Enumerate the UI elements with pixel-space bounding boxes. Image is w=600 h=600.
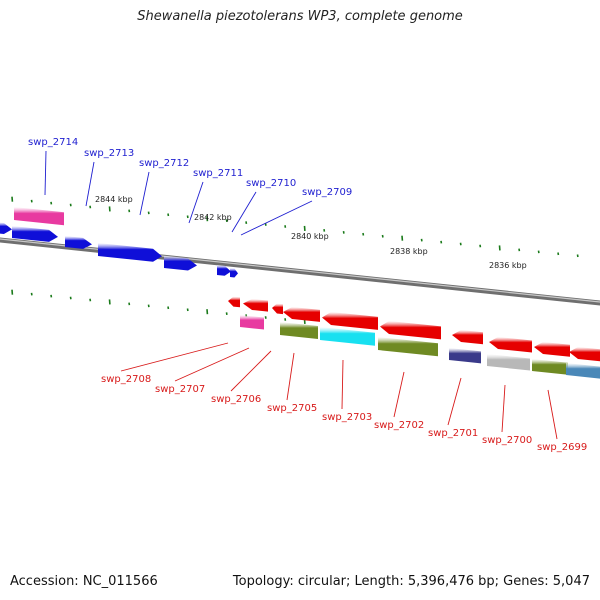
reverse-gene-arrow[interactable] bbox=[534, 341, 570, 357]
accession-text: Accession: NC_011566 bbox=[10, 574, 158, 589]
cog-category-bar[interactable] bbox=[487, 354, 530, 371]
reverse-gene-arrow[interactable] bbox=[283, 306, 320, 322]
reverse-gene-arrow[interactable] bbox=[489, 336, 532, 353]
reverse-gene-label[interactable]: swp_2706 bbox=[211, 394, 261, 405]
coordinate-label: 2844 kbp bbox=[95, 195, 133, 204]
forward-strand-track bbox=[0, 222, 238, 278]
reverse-gene-arrow[interactable] bbox=[380, 320, 441, 340]
cog-category-bar[interactable] bbox=[566, 363, 600, 379]
forward-gene-label[interactable]: swp_2711 bbox=[193, 168, 243, 179]
reverse-gene-arrow[interactable] bbox=[272, 303, 283, 315]
reverse-gene-label[interactable]: swp_2705 bbox=[267, 403, 317, 414]
label-leader-line bbox=[341, 359, 344, 410]
forward-gene-labels: swp_2714 swp_2713 swp_2712 swp_2711swp_2710… bbox=[28, 137, 352, 236]
reverse-gene-arrow[interactable] bbox=[228, 296, 240, 308]
reverse-gene-arrow[interactable] bbox=[243, 298, 268, 312]
forward-gene-label[interactable]: swp_2712 bbox=[139, 158, 189, 169]
reverse-gene-label[interactable]: swp_2708 bbox=[101, 374, 151, 385]
coordinate-labels: 2844 kbp 2842 kbp 2840 kbp 2838 kbp 2836 kbp bbox=[95, 195, 527, 270]
coordinate-label: 2840 kbp bbox=[291, 232, 329, 241]
forward-gene-arrow[interactable] bbox=[230, 268, 238, 278]
genome-summary-text: Topology: circular; Length: 5,396,476 bp… bbox=[232, 574, 590, 589]
reverse-gene-label[interactable]: swp_2699 bbox=[537, 442, 587, 453]
reverse-gene-labels: swp_2708 swp_2707 swp_2706 swp_2705 swp_2703… bbox=[101, 342, 587, 453]
forward-gene-label[interactable]: swp_2713 bbox=[84, 148, 134, 159]
reverse-gene-label[interactable]: swp_2700 bbox=[482, 435, 532, 446]
reverse-gene-label[interactable]: swp_2701 bbox=[428, 428, 478, 439]
label-leader-line bbox=[501, 384, 506, 433]
coordinate-label: 2838 kbp bbox=[390, 247, 428, 256]
label-leader-line bbox=[230, 350, 272, 392]
reverse-gene-label[interactable]: swp_2702 bbox=[374, 420, 424, 431]
label-leader-line bbox=[188, 181, 204, 224]
coordinate-label: 2842 kbp bbox=[194, 213, 232, 222]
cog-category-bar[interactable] bbox=[280, 322, 318, 339]
reverse-cog-track bbox=[240, 315, 600, 379]
reverse-gene-label[interactable]: swp_2703 bbox=[322, 412, 372, 423]
cog-category-bar[interactable] bbox=[532, 359, 568, 375]
coordinate-label: 2836 kbp bbox=[489, 261, 527, 270]
reverse-gene-arrow[interactable] bbox=[569, 346, 600, 362]
cog-category-bar[interactable] bbox=[240, 315, 264, 330]
cog-category-bar[interactable] bbox=[378, 337, 438, 357]
forward-gene-arrow[interactable] bbox=[0, 222, 12, 235]
label-leader-line bbox=[447, 377, 462, 426]
cog-category-bar[interactable] bbox=[449, 348, 481, 364]
label-leader-line bbox=[547, 389, 558, 440]
reverse-gene-arrow[interactable] bbox=[452, 329, 483, 345]
label-leader-line bbox=[44, 150, 47, 196]
forward-gene-arrow[interactable] bbox=[12, 226, 58, 242]
label-leader-line bbox=[240, 200, 313, 236]
upper-scale-track bbox=[11, 196, 579, 258]
forward-gene-arrow[interactable] bbox=[65, 236, 92, 249]
cog-category-bar[interactable] bbox=[320, 327, 375, 346]
forward-gene-arrow[interactable] bbox=[164, 256, 197, 271]
label-leader-line bbox=[393, 371, 405, 418]
forward-gene-label[interactable]: swp_2710 bbox=[246, 178, 296, 189]
label-leader-line bbox=[85, 161, 95, 207]
forward-gene-arrow[interactable] bbox=[217, 265, 231, 276]
forward-cog-track bbox=[14, 207, 64, 226]
label-leader-line bbox=[139, 171, 150, 216]
reverse-strand-track bbox=[228, 296, 600, 362]
map-title: Shewanella piezotolerans WP3, complete g… bbox=[137, 9, 463, 24]
label-leader-line bbox=[120, 342, 229, 372]
label-leader-line bbox=[231, 191, 257, 233]
genome-backbone bbox=[0, 237, 600, 306]
reverse-gene-arrow[interactable] bbox=[322, 311, 378, 330]
cog-category-bar[interactable] bbox=[14, 207, 64, 226]
label-leader-line bbox=[286, 352, 295, 401]
forward-gene-label[interactable]: swp_2714 bbox=[28, 137, 78, 148]
forward-gene-arrow[interactable] bbox=[98, 243, 162, 262]
reverse-gene-label[interactable]: swp_2707 bbox=[155, 384, 205, 395]
label-leader-line bbox=[174, 347, 250, 382]
forward-gene-label[interactable]: swp_2709 bbox=[302, 187, 352, 198]
